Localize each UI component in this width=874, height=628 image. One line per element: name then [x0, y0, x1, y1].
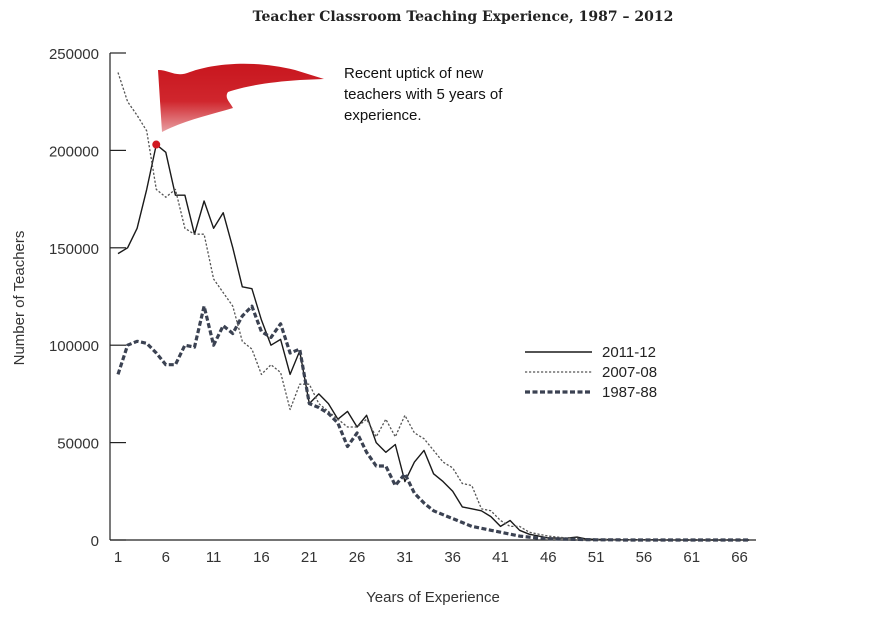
x-tick-label: 56	[636, 549, 653, 566]
x-tick-label: 16	[253, 549, 270, 566]
annotation-marker	[152, 140, 161, 149]
flag-icon	[158, 63, 324, 132]
legend-label-1987-88: 1987-88	[602, 384, 657, 401]
y-axis-label: Number of Teachers	[11, 231, 28, 366]
series-line-2007-08	[117, 72, 750, 541]
x-tick-label: 1	[114, 549, 122, 566]
x-axis-label: Years of Experience	[366, 589, 500, 606]
x-tick-label: 26	[349, 549, 366, 566]
x-tick-label: 11	[206, 549, 222, 566]
x-tick-label: 51	[588, 549, 605, 566]
legend-label-2011-12: 2011-12	[602, 344, 656, 361]
axes	[109, 53, 756, 541]
annotation-line-2: teachers with 5 years of	[344, 86, 503, 103]
annotation: Recent uptick of new teachers with 5 yea…	[152, 63, 503, 149]
annotation-line-3: experience.	[344, 107, 422, 124]
y-tick-label: 200000	[49, 143, 99, 160]
x-tick-label: 21	[301, 549, 318, 566]
x-tick-label: 31	[397, 549, 414, 566]
annotation-line-1: Recent uptick of new	[344, 65, 483, 82]
y-tick-label: 0	[91, 533, 99, 550]
legend: 2011-12 2007-08 1987-88	[525, 344, 657, 401]
legend-label-2007-08: 2007-08	[602, 364, 657, 381]
series-line-2011-12	[117, 143, 750, 541]
x-tick-label: 41	[492, 549, 509, 566]
y-tick-label: 100000	[49, 338, 99, 355]
y-tick-label: 50000	[57, 436, 99, 453]
y-tick-label: 150000	[49, 241, 99, 258]
x-tick-label: 61	[683, 549, 700, 566]
x-tick-label: 36	[444, 549, 461, 566]
series-line-1987-88	[116, 304, 750, 542]
x-tick-label: 66	[731, 549, 748, 566]
chart-title: Teacher Classroom Teaching Experience, 1…	[253, 9, 674, 25]
x-tick-label: 6	[162, 549, 170, 566]
y-tick-label: 250000	[49, 46, 99, 63]
x-tick-label: 46	[540, 549, 557, 566]
